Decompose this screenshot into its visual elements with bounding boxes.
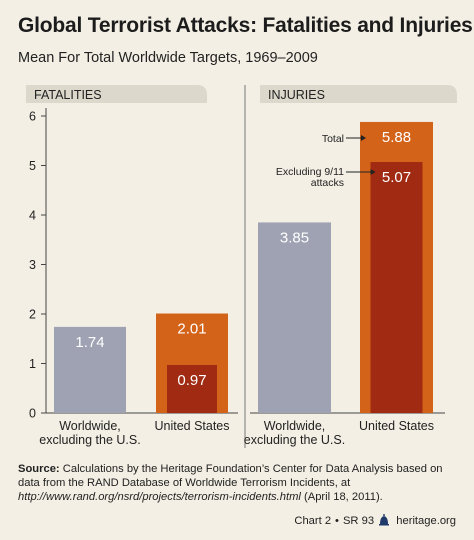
bar-worldwide xyxy=(54,326,126,413)
x-category-label: Worldwide, xyxy=(264,419,326,433)
annotation-excluding-911: Excluding 9/11 xyxy=(276,166,344,178)
y-tick-label: 2 xyxy=(29,308,36,322)
y-tick-label: 4 xyxy=(29,209,36,223)
footer-chart-number: Chart 2 xyxy=(294,515,332,527)
bar-data-label: 0.97 xyxy=(177,372,206,389)
chart-title: Global Terrorist Attacks: Fatalities and… xyxy=(18,14,473,37)
source-note: Source: Calculations by the Heritage Fou… xyxy=(18,462,460,504)
bar-worldwide xyxy=(258,222,331,413)
annotation-total: Total xyxy=(322,133,344,145)
footer-series: SR 93 xyxy=(342,515,375,527)
source-date: (April 18, 2011). xyxy=(300,491,383,503)
y-tick-label: 3 xyxy=(29,258,36,272)
annotation-arrow-total xyxy=(361,134,366,141)
panel-header-bg xyxy=(260,85,457,103)
source-url: http://www.rand.org/nsrd/projects/terror… xyxy=(18,491,301,503)
x-category-label: excluding the U.S. xyxy=(244,433,345,447)
y-tick-label: 5 xyxy=(29,159,36,173)
y-tick-label: 6 xyxy=(29,110,36,124)
annotation-excluding-911: attacks xyxy=(311,177,344,189)
footer: Chart 2 • SR 93 heritage.org xyxy=(294,514,456,527)
bar-data-label: 2.01 xyxy=(177,321,206,338)
chart-area: FATALITIES INJURIES 0 1 2 3 4 5 6 1.74 2.01 0.97 Wor… xyxy=(26,85,457,448)
x-category-label: United States xyxy=(154,419,229,433)
bar-us-excluding-911 xyxy=(370,162,423,413)
annotation-arrow-excluding xyxy=(370,169,376,176)
chart-subtitle: Mean For Total Worldwide Targets, 1969–2… xyxy=(18,50,318,66)
bar-data-label: 3.85 xyxy=(280,229,309,246)
x-category-label: United States xyxy=(359,419,434,433)
y-tick-label: 1 xyxy=(29,357,36,371)
footer-site: heritage.org xyxy=(396,515,456,527)
panel-header-bg xyxy=(26,85,207,103)
liberty-bell-icon xyxy=(379,514,390,526)
panel-header-label: INJURIES xyxy=(268,88,325,102)
bar-data-label: 5.88 xyxy=(382,129,411,146)
source-text: Calculations by the Heritage Foundation’… xyxy=(18,463,443,489)
x-category-label: Worldwide, xyxy=(59,419,121,433)
panel-header-label: FATALITIES xyxy=(34,88,102,102)
bar-data-label: 1.74 xyxy=(75,334,104,351)
x-category-label: excluding the U.S. xyxy=(39,433,140,447)
y-tick-label: 0 xyxy=(29,407,36,421)
bar-us-excluding-911 xyxy=(167,364,217,413)
bar-data-label: 5.07 xyxy=(382,169,411,186)
source-label: Source: xyxy=(18,463,60,475)
footer-separator: • xyxy=(335,515,339,527)
